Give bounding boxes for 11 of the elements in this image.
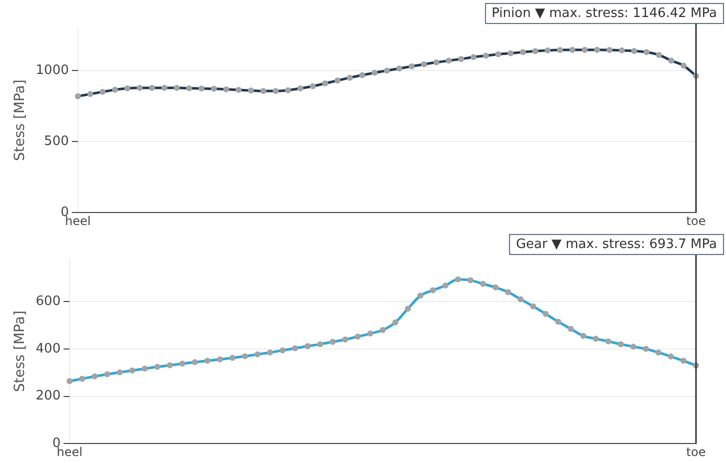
x-tick-label: toe [686,214,706,228]
y-tick-label: 500 [44,134,69,149]
y-tick-label: 400 [36,341,61,356]
text: Gear ▼ max. stress: 693.7 MPa [508,234,724,255]
y-axis-title: Stess [MPa] [12,80,28,162]
y-axis-title: Stess [MPa] [12,310,28,392]
y-tick-label: 1000 [36,62,69,78]
y-tick-label: 200 [36,388,61,404]
text: Pinion ▼ max. stress: 1146.42 MPa [484,3,724,24]
y-tick-label: 600 [36,294,61,309]
x-tick-label: toe [686,444,706,459]
